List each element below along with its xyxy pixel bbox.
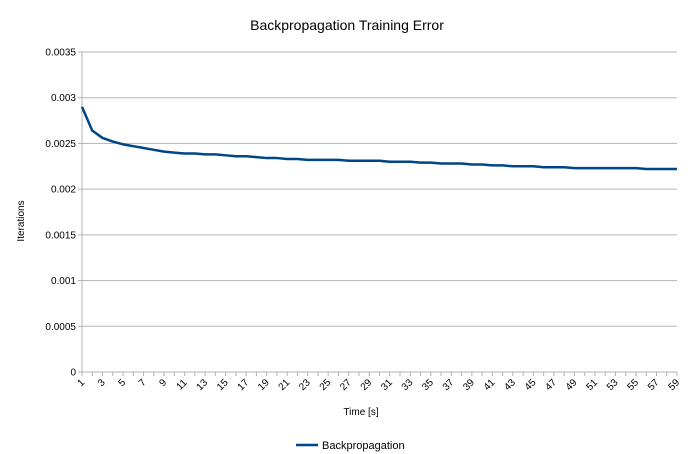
y-tick-label: 0.001 (51, 276, 76, 287)
x-tick-label: 53 (605, 377, 621, 393)
x-tick-label: 57 (646, 377, 662, 393)
y-axis-ticks: 0 0.0005 0.001 0.0015 0.002 0.0025 0.003 0.0035 (45, 48, 82, 379)
y-tick-label: 0.0035 (45, 48, 76, 59)
y-tick-label: 0.0025 (45, 139, 76, 150)
chart-title: Backpropagation Training Error (250, 17, 444, 33)
y-tick-label: 0.002 (51, 185, 76, 196)
x-tick-label: 35 (420, 377, 436, 393)
x-tick-label: 47 (543, 377, 559, 393)
x-tick-label: 39 (461, 377, 477, 393)
legend: Backpropagation (296, 440, 405, 452)
x-tick-label: 19 (256, 377, 272, 393)
y-tick-label: 0.003 (51, 93, 76, 104)
x-tick-label: 15 (215, 377, 231, 393)
y-tick-label: 0.0015 (45, 230, 76, 241)
x-tick-label: 33 (400, 377, 416, 393)
x-tick-label: 1 (75, 377, 87, 389)
x-tick-label: 31 (379, 377, 395, 393)
x-tick-label: 23 (297, 377, 313, 393)
x-tick-label: 17 (236, 377, 252, 393)
series-line-backpropagation (80, 106, 677, 171)
x-tick-label: 5 (116, 377, 128, 389)
x-tick-label: 21 (277, 377, 293, 393)
x-tick-label: 59 (666, 377, 682, 393)
x-tick-label: 55 (625, 377, 641, 393)
x-tick-label: 13 (195, 377, 211, 393)
x-axis-ticks: 1 3 5 7 9 11 13 15 17 19 21 23 25 27 29 31 33 35 37 39 41 43 4… (75, 372, 682, 393)
x-tick-label: 7 (137, 377, 149, 389)
x-tick-label: 41 (482, 377, 498, 393)
y-tick-label: 0 (70, 368, 76, 379)
x-tick-label: 25 (318, 377, 334, 393)
x-tick-label: 37 (441, 377, 457, 393)
x-tick-label: 49 (564, 377, 580, 393)
x-tick-label: 51 (584, 377, 600, 393)
legend-label-backpropagation: Backpropagation (322, 440, 405, 452)
x-tick-label: 45 (523, 377, 539, 393)
x-tick-label: 29 (359, 377, 375, 393)
gridlines (82, 51, 677, 327)
y-axis-label: Iterations (16, 200, 27, 241)
x-tick-label: 11 (175, 377, 190, 392)
x-tick-label: 9 (157, 377, 169, 389)
x-tick-label: 27 (338, 377, 354, 393)
y-tick-label: 0.0005 (45, 322, 76, 333)
x-tick-label: 3 (96, 377, 108, 389)
x-axis-label: Time [s] (343, 407, 378, 418)
x-tick-label: 43 (502, 377, 518, 393)
